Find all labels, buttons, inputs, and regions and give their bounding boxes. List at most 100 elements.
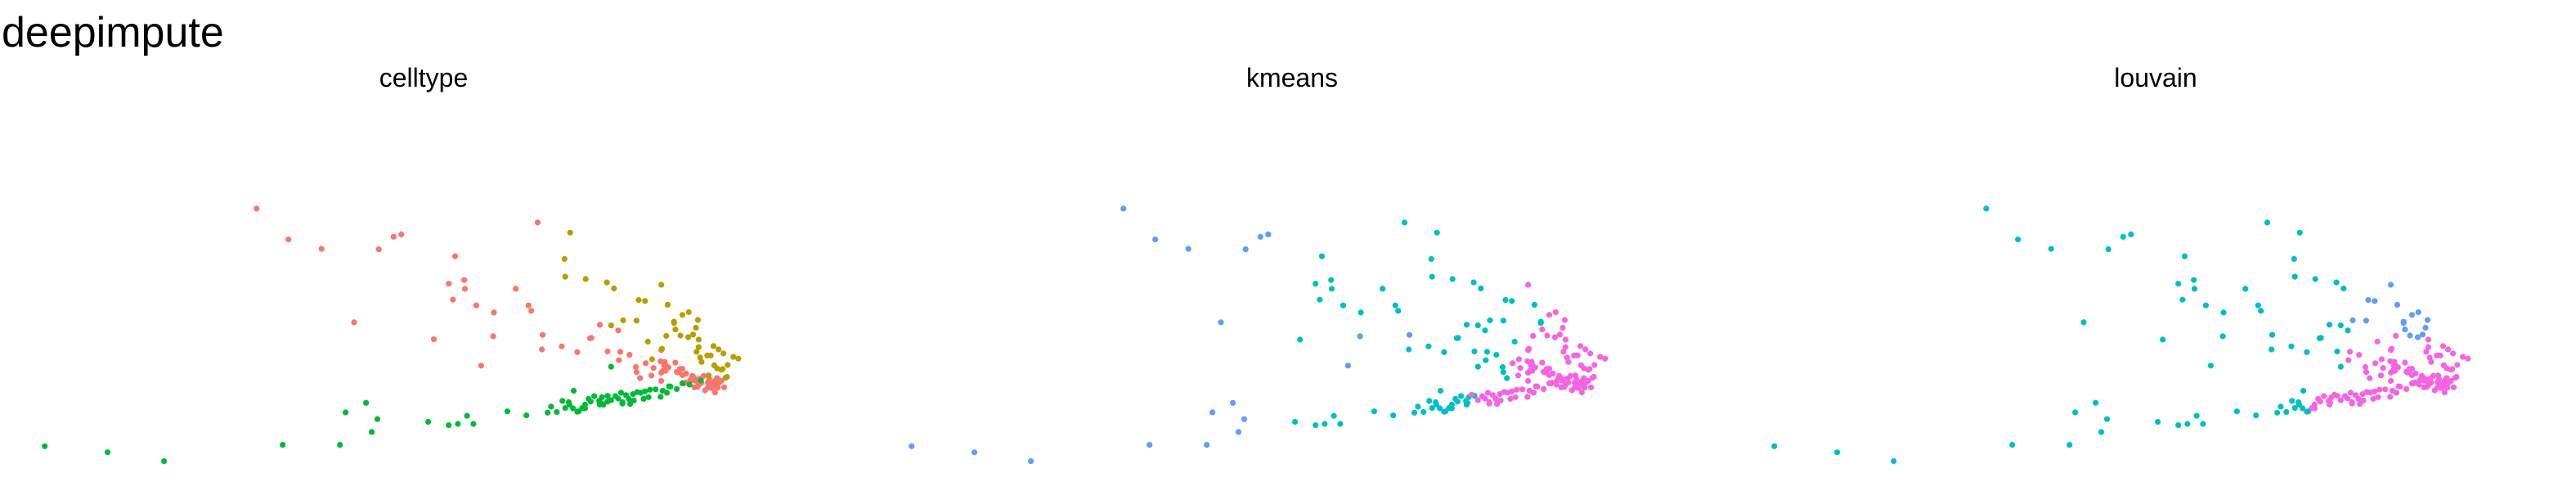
scatter-point xyxy=(1482,395,1488,402)
scatter-point xyxy=(2181,253,2188,259)
scatter-point xyxy=(608,397,614,403)
scatter-point xyxy=(446,422,452,429)
scatter-point xyxy=(2155,418,2161,426)
scatter-point xyxy=(2415,309,2421,316)
scatter-point xyxy=(1483,349,1491,355)
scatter-point xyxy=(2412,370,2419,376)
scatter-point xyxy=(2422,324,2429,331)
scatter-point xyxy=(633,318,640,324)
scatter-point xyxy=(254,205,260,212)
scatter-point xyxy=(1344,363,1351,369)
scatter-point xyxy=(1492,395,1499,402)
scatter-point xyxy=(1241,416,1248,422)
scatter-point xyxy=(1983,205,1990,212)
scatter-point xyxy=(2465,355,2471,362)
scatter-point xyxy=(608,322,614,329)
scatter-point xyxy=(1525,345,1533,352)
scatter-point xyxy=(2191,286,2198,292)
scatter-point xyxy=(1587,384,1595,390)
scatter-point xyxy=(1437,405,1443,412)
scatter-point xyxy=(2349,317,2356,323)
scatter-point xyxy=(2388,377,2394,385)
scatter-point xyxy=(539,331,546,338)
scatter-point xyxy=(461,277,468,283)
scatter-point xyxy=(566,401,573,408)
scatter-point xyxy=(2380,365,2386,372)
scatter-point xyxy=(1511,338,1518,345)
scatter-point xyxy=(648,372,655,379)
scatter-point xyxy=(562,273,568,280)
scatter-point xyxy=(2300,387,2307,394)
scatter-point xyxy=(604,279,610,286)
scatter-point xyxy=(658,377,665,385)
figure-title: deepimpute xyxy=(2,9,224,56)
scatter-point xyxy=(1428,255,1434,263)
scatter-point xyxy=(1337,421,1344,427)
scatter-point xyxy=(1532,364,1538,371)
scatter-point xyxy=(1833,449,1841,456)
scatter-point xyxy=(1537,320,1544,327)
scatter-point xyxy=(1500,318,1506,324)
scatter-point xyxy=(909,443,915,449)
scatter-point xyxy=(1509,388,1515,394)
scatter-point xyxy=(478,363,485,369)
scatter-point xyxy=(683,370,689,376)
scatter-point xyxy=(2435,372,2442,379)
scatter-point xyxy=(1433,401,1439,408)
scatter-point xyxy=(2395,383,2402,390)
scatter-point xyxy=(712,378,719,385)
scatter-point xyxy=(1484,390,1491,396)
scatter-point xyxy=(574,349,581,355)
scatter-point xyxy=(697,354,703,361)
scatter-point xyxy=(1539,327,1546,333)
scatter-point xyxy=(658,345,666,352)
scatter-point xyxy=(1441,408,1447,415)
scatter-point xyxy=(1587,350,1594,357)
scatter-point xyxy=(2412,379,2418,386)
scatter-point xyxy=(604,393,611,399)
scatter-point xyxy=(2304,408,2310,415)
scatter-point xyxy=(2403,368,2410,375)
scatter-point xyxy=(1602,355,1609,362)
scatter-point xyxy=(633,369,640,376)
scatter-point xyxy=(620,317,626,323)
scatter-point xyxy=(1561,384,1568,390)
scatter-point xyxy=(1562,344,1568,350)
scatter-point xyxy=(716,346,722,353)
scatter-point xyxy=(2283,408,2290,416)
scatter-point xyxy=(390,233,397,240)
scatter-point xyxy=(1265,231,1272,237)
scatter-point xyxy=(280,442,286,448)
scatter-point xyxy=(2376,386,2383,393)
scatter-point xyxy=(1471,348,1478,355)
scatter-point xyxy=(2296,229,2303,236)
scatter-point xyxy=(1771,443,1778,449)
scatter-point xyxy=(2355,395,2362,402)
scatter-point xyxy=(2372,388,2378,394)
scatter-point xyxy=(2202,302,2209,309)
scatter-point xyxy=(2356,352,2363,358)
scatter-point xyxy=(2233,408,2240,415)
scatter-point xyxy=(735,355,742,362)
scatter-point xyxy=(2444,385,2451,391)
scatter-point xyxy=(2372,360,2379,367)
scatter-point xyxy=(1458,393,1465,399)
scatter-point xyxy=(617,349,624,355)
scatter-point xyxy=(525,302,532,309)
scatter-point xyxy=(647,386,653,393)
scatter-point xyxy=(104,449,111,456)
scatter-point xyxy=(596,322,604,328)
scatter-point xyxy=(2393,390,2400,396)
scatter-point xyxy=(1230,399,1236,406)
scatter-point xyxy=(591,393,598,399)
scatter-point xyxy=(1560,349,1567,355)
scatter-point xyxy=(1578,389,1585,396)
scatter-point xyxy=(698,358,705,365)
scatter-point xyxy=(1218,319,1224,326)
scatter-point xyxy=(617,390,625,396)
scatter-point xyxy=(2334,348,2340,355)
scatter-point xyxy=(1494,401,1501,408)
scatter-point xyxy=(1152,236,1159,243)
scatter-point xyxy=(1525,377,1532,385)
scatter-point xyxy=(2300,405,2306,412)
